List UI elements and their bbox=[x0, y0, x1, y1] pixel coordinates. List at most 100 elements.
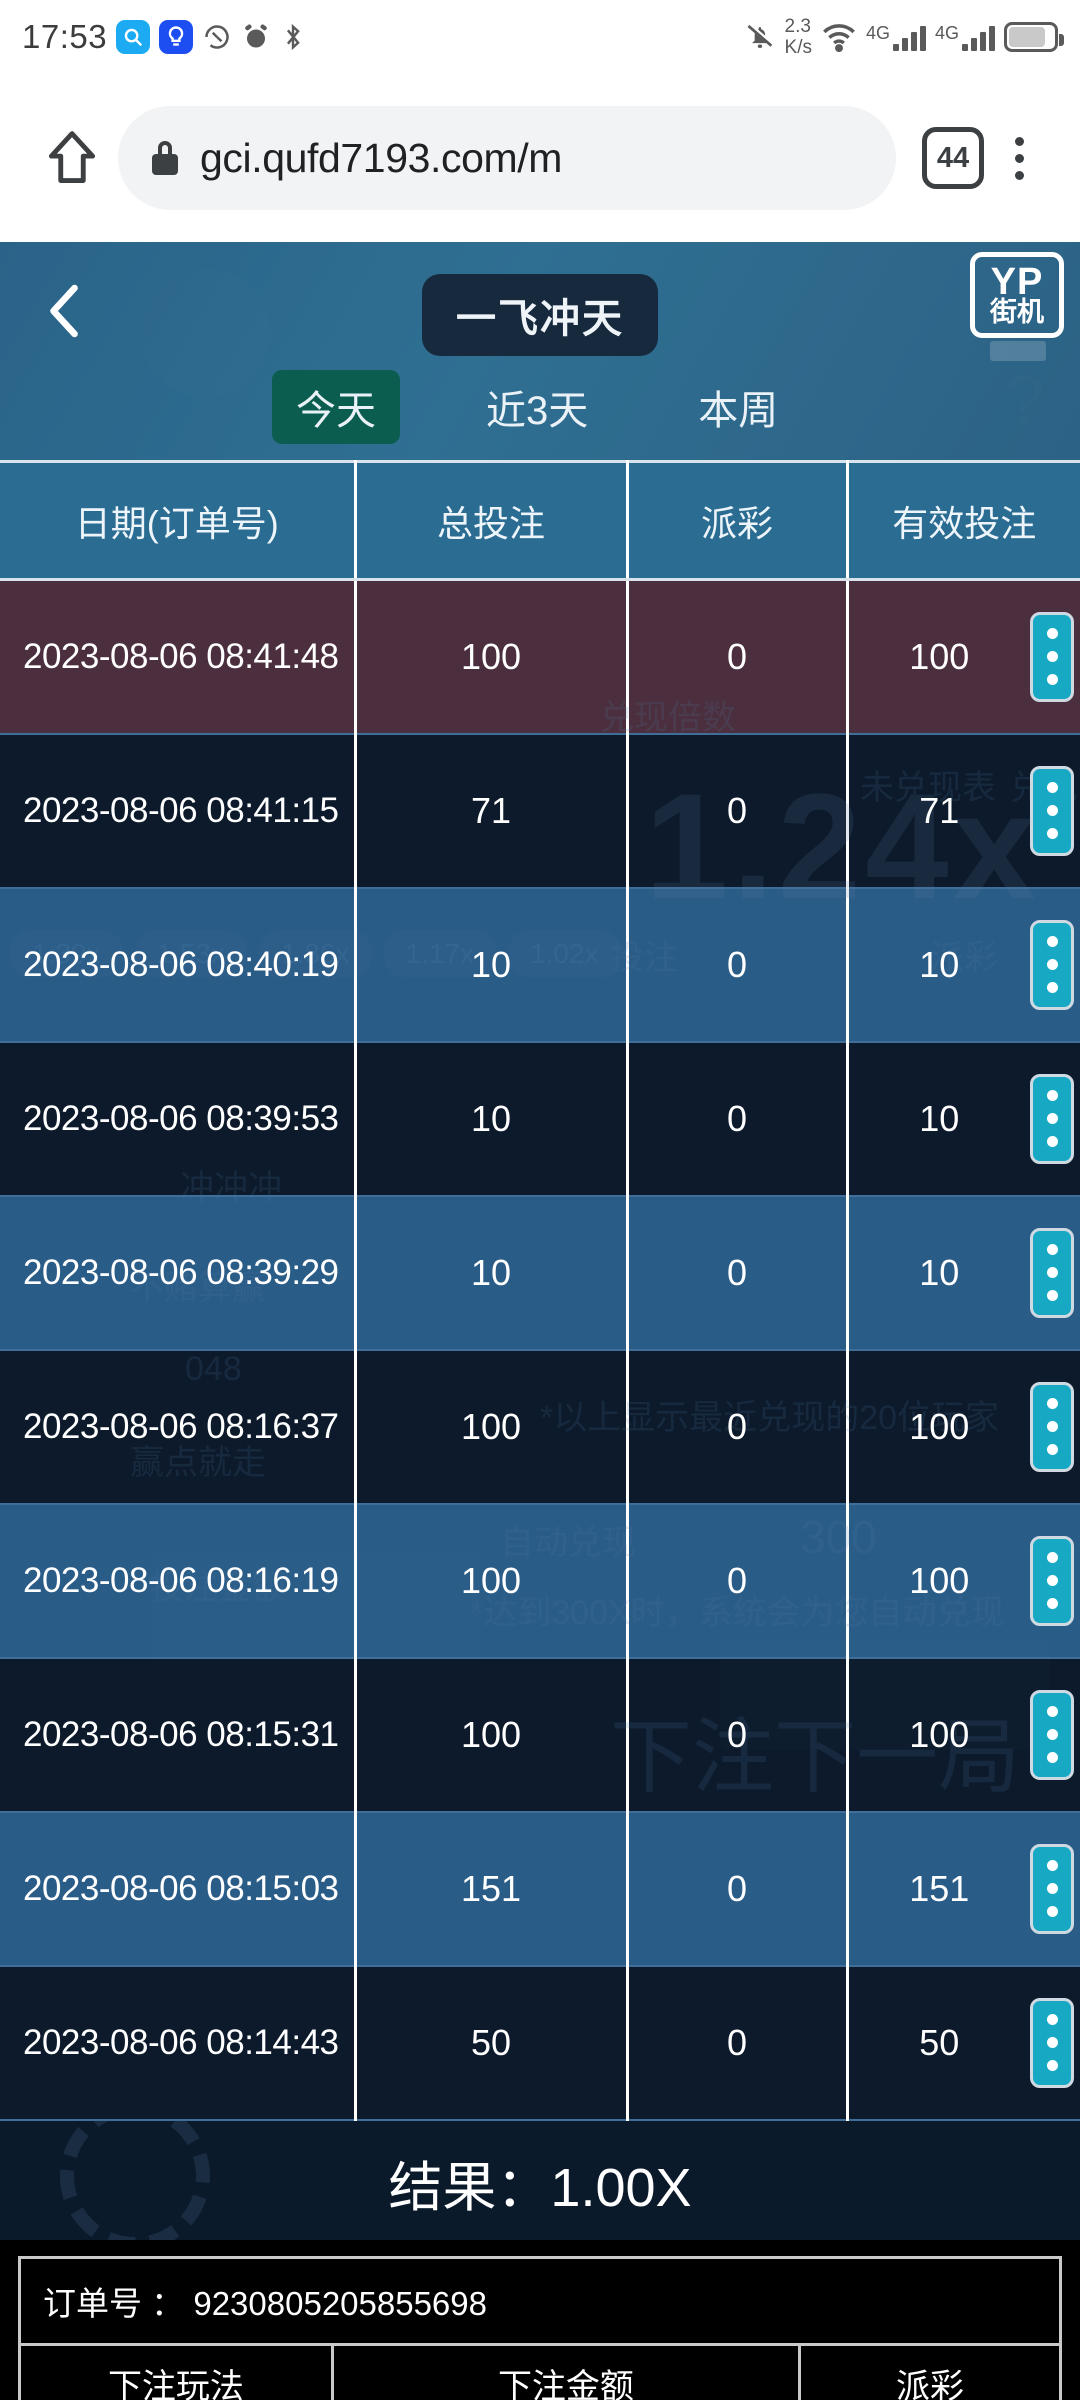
cell-payout: 0 bbox=[627, 1811, 849, 1967]
yp-logo[interactable]: YP 街机 bbox=[970, 252, 1066, 361]
cell-valid-bet: 100 bbox=[847, 579, 1080, 735]
tab-last-3-days[interactable]: 近3天 bbox=[486, 389, 589, 433]
column-header-date: 日期(订单号) bbox=[0, 460, 357, 581]
more-vertical-icon bbox=[1046, 782, 1058, 793]
tab-today[interactable]: 今天 bbox=[272, 370, 400, 444]
lightbulb-icon bbox=[159, 20, 194, 54]
tab-count-label: 44 bbox=[936, 141, 970, 174]
order-number-line: 订单号 ： 9230805205855698 bbox=[21, 2259, 1059, 2346]
cell-total-bet: 10 bbox=[355, 1041, 629, 1197]
network-speed-value: 2.3 bbox=[784, 16, 811, 37]
cell-valid-bet: 10 bbox=[847, 887, 1080, 1043]
cell-total-bet: 50 bbox=[355, 1965, 629, 2121]
cell-total-bet: 100 bbox=[355, 1503, 629, 1659]
more-vertical-icon bbox=[1046, 1575, 1058, 1586]
table-row[interactable]: 2023-08-06 08:39:29 10 0 10 bbox=[0, 1195, 1080, 1351]
cell-valid-bet: 100 bbox=[847, 1349, 1080, 1505]
row-menu-button[interactable] bbox=[1030, 1227, 1074, 1318]
home-icon[interactable] bbox=[26, 128, 118, 188]
cell-payout: 0 bbox=[627, 733, 849, 889]
order-detail-head: 下注玩法 下注金额 派彩 bbox=[21, 2345, 1059, 2400]
cell-valid-bet: 100 bbox=[847, 1657, 1080, 1813]
battery-fill bbox=[1009, 27, 1045, 47]
table-row[interactable]: 2023-08-06 08:16:19 100 0 100 bbox=[0, 1503, 1080, 1659]
table-row[interactable]: 2023-08-06 08:16:37 100 0 100 bbox=[0, 1349, 1080, 1505]
sim2-label: 4G bbox=[934, 23, 959, 43]
more-vertical-icon bbox=[1046, 805, 1058, 816]
more-vertical-icon[interactable] bbox=[984, 136, 1054, 180]
row-menu-button[interactable] bbox=[1030, 1843, 1074, 1934]
detail-column-play: 下注玩法 bbox=[21, 2345, 334, 2400]
bell-off-icon bbox=[744, 21, 776, 53]
wifi-icon bbox=[821, 22, 857, 52]
cell-date: 2023-08-06 08:16:19 bbox=[0, 1503, 357, 1659]
column-header-total-bet: 总投注 bbox=[355, 460, 629, 581]
more-vertical-icon bbox=[1046, 1444, 1058, 1455]
chevron-left-icon[interactable] bbox=[34, 280, 96, 342]
row-menu-button[interactable] bbox=[1030, 919, 1074, 1010]
speedometer-icon bbox=[202, 22, 232, 52]
sim1-label: 4G bbox=[865, 23, 890, 43]
row-menu-button[interactable] bbox=[1030, 1689, 1074, 1780]
table-row[interactable]: 2023-08-06 08:41:48 100 0 100 bbox=[0, 579, 1080, 735]
more-vertical-icon bbox=[1046, 1883, 1058, 1894]
cell-payout: 0 bbox=[627, 887, 849, 1043]
cell-date: 2023-08-06 08:41:15 bbox=[0, 733, 357, 889]
tab-switcher-button[interactable]: 44 bbox=[922, 127, 984, 189]
result-label: 结果：1.00X bbox=[388, 2157, 692, 2218]
more-vertical-icon bbox=[1046, 1398, 1058, 1409]
cell-total-bet: 100 bbox=[355, 1657, 629, 1813]
more-vertical-icon bbox=[1046, 628, 1058, 640]
cell-valid-bet: 10 bbox=[847, 1195, 1080, 1351]
cell-payout: 0 bbox=[627, 579, 849, 735]
more-vertical-icon bbox=[1046, 1090, 1058, 1101]
cell-date: 2023-08-06 08:40:19 bbox=[0, 887, 357, 1043]
lock-icon bbox=[152, 141, 178, 175]
row-menu-button[interactable] bbox=[1030, 765, 1074, 856]
cell-total-bet: 10 bbox=[355, 1195, 629, 1351]
more-vertical-icon bbox=[1046, 1752, 1058, 1763]
more-vertical-icon bbox=[1046, 1290, 1058, 1301]
cell-valid-bet: 100 bbox=[847, 1503, 1080, 1659]
status-bar-left: 17:53 bbox=[22, 18, 306, 56]
cell-date: 2023-08-06 08:39:53 bbox=[0, 1041, 357, 1197]
app-header: ? 一飞冲天 YP 街机 今天 近3天 本周 bbox=[0, 242, 1080, 460]
tab-this-week[interactable]: 本周 bbox=[698, 389, 779, 433]
row-menu-button[interactable] bbox=[1030, 1535, 1074, 1626]
table-row[interactable]: 2023-08-06 08:40:19 10 0 10 bbox=[0, 887, 1080, 1043]
browser-toolbar: gci.qufd7193.com/m 44 bbox=[0, 74, 1080, 242]
url-bar[interactable]: gci.qufd7193.com/m bbox=[118, 106, 896, 210]
cell-total-bet: 100 bbox=[355, 579, 629, 735]
order-detail-box: 订单号 ： 9230805205855698 下注玩法 下注金额 派彩 bbox=[18, 2255, 1062, 2400]
row-menu-button[interactable] bbox=[1030, 1381, 1074, 1472]
row-menu-button[interactable] bbox=[1030, 1073, 1074, 1164]
more-vertical-icon bbox=[1046, 2060, 1058, 2071]
network-speed-unit: K/s bbox=[784, 37, 812, 58]
table-row[interactable]: 2023-08-06 08:39:53 10 0 10 bbox=[0, 1041, 1080, 1197]
sim2-bars bbox=[962, 23, 995, 51]
table-row[interactable]: 2023-08-06 08:41:15 71 0 71 bbox=[0, 733, 1080, 889]
row-menu-button[interactable] bbox=[1030, 611, 1074, 702]
order-number-label: 订单号 ： bbox=[43, 2284, 185, 2322]
url-text[interactable]: gci.qufd7193.com/m bbox=[200, 134, 563, 181]
more-vertical-icon bbox=[1046, 936, 1058, 947]
detail-column-payout: 派彩 bbox=[799, 2345, 1059, 2400]
table-row[interactable]: 2023-08-06 08:14:43 50 0 50 bbox=[0, 1965, 1080, 2121]
row-menu-button[interactable] bbox=[1030, 1997, 1074, 2088]
table-row[interactable]: 2023-08-06 08:15:03 151 0 151 bbox=[0, 1811, 1080, 1967]
more-vertical-icon bbox=[1046, 1729, 1058, 1740]
cell-total-bet: 10 bbox=[355, 887, 629, 1043]
more-vertical-icon bbox=[1046, 1598, 1058, 1609]
cell-date: 2023-08-06 08:41:48 bbox=[0, 579, 357, 735]
cell-valid-bet: 151 bbox=[847, 1811, 1080, 1967]
page-title-label: 一飞冲天 bbox=[456, 297, 624, 341]
result-panel: 结果：1.00X bbox=[0, 2120, 1080, 2240]
cell-payout: 0 bbox=[627, 1195, 849, 1351]
table-row[interactable]: 2023-08-06 08:15:31 100 0 100 bbox=[0, 1657, 1080, 1813]
status-clock: 17:53 bbox=[22, 18, 108, 55]
records-table-head: 日期(订单号) 总投注 派彩 有效投注 bbox=[0, 460, 1080, 581]
cell-date: 2023-08-06 08:14:43 bbox=[0, 1965, 357, 2121]
cell-valid-bet: 50 bbox=[847, 1965, 1080, 2121]
more-vertical-icon bbox=[1046, 959, 1058, 970]
